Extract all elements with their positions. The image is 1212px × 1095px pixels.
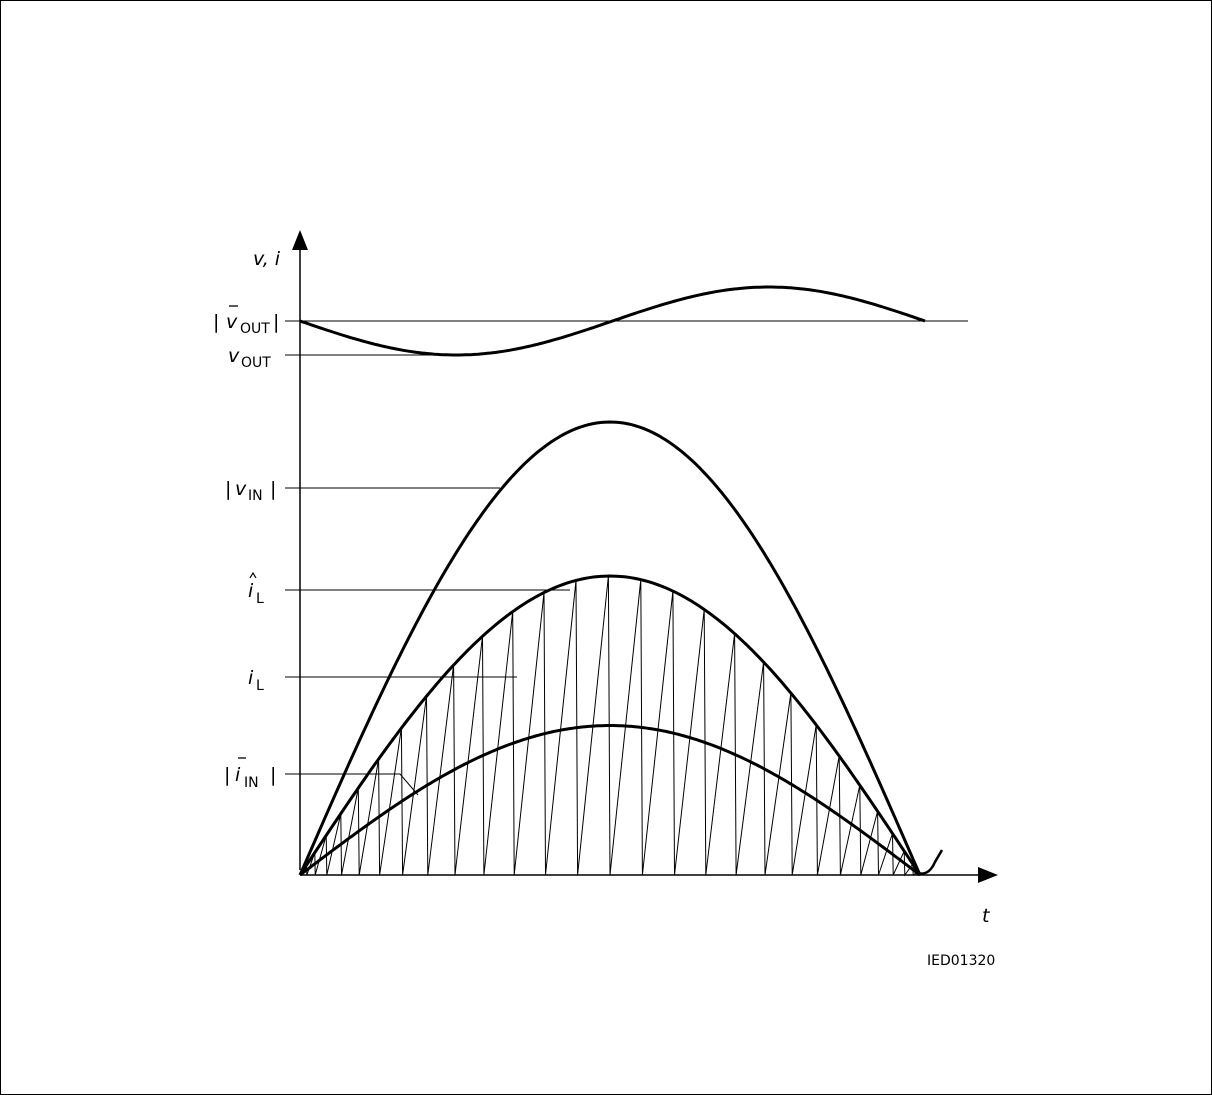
svg-text:OUT: OUT bbox=[240, 321, 270, 337]
il-switching-ripple bbox=[299, 575, 921, 877]
svg-text:L: L bbox=[256, 678, 264, 694]
label-il: i L bbox=[248, 667, 264, 694]
label-vout: v OUT bbox=[228, 345, 271, 371]
x-axis-arrow bbox=[978, 867, 998, 883]
svg-text:|: | bbox=[225, 478, 231, 500]
vout-ripple-curve bbox=[299, 285, 926, 357]
y-axis-label: v, i bbox=[253, 248, 281, 270]
svg-text:IN: IN bbox=[248, 488, 263, 504]
label-iin-avg: | i IN | bbox=[224, 757, 276, 791]
vin-abs-curve bbox=[298, 420, 922, 876]
svg-text:IN: IN bbox=[244, 775, 259, 791]
svg-text:OUT: OUT bbox=[241, 355, 271, 371]
svg-text:v: v bbox=[228, 345, 240, 367]
iin-avg-leader bbox=[285, 773, 419, 796]
figure-code: IED01320 bbox=[927, 953, 995, 969]
svg-text:|: | bbox=[224, 764, 230, 786]
waveforms bbox=[298, 285, 944, 877]
svg-text:i: i bbox=[235, 764, 241, 786]
svg-text:L: L bbox=[256, 591, 264, 607]
y-axis-arrow bbox=[292, 230, 308, 250]
label-vout-avg: | v OUT | bbox=[213, 305, 279, 337]
svg-text:v: v bbox=[226, 311, 238, 333]
label-il-peak: i L bbox=[248, 571, 264, 607]
label-vin-abs: | v IN | bbox=[225, 478, 276, 504]
svg-text:|: | bbox=[270, 764, 276, 786]
x-axis-label: t bbox=[982, 905, 991, 927]
svg-text:|: | bbox=[213, 311, 219, 333]
svg-text:i: i bbox=[248, 667, 254, 689]
svg-text:v: v bbox=[235, 478, 247, 500]
svg-text:i: i bbox=[248, 580, 254, 602]
svg-text:|: | bbox=[273, 311, 279, 333]
svg-text:|: | bbox=[270, 478, 276, 500]
